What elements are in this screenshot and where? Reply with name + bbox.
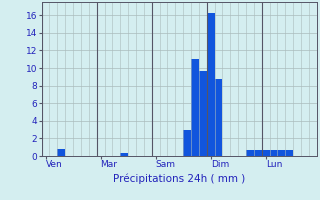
Bar [57, 149, 65, 156]
Bar [120, 153, 128, 156]
Bar [285, 150, 293, 156]
Bar [191, 59, 199, 156]
Bar [262, 150, 270, 156]
Bar [254, 150, 262, 156]
Bar [215, 79, 222, 156]
Bar [270, 150, 277, 156]
Bar [183, 130, 191, 156]
X-axis label: Précipitations 24h ( mm ): Précipitations 24h ( mm ) [113, 173, 245, 184]
Bar [246, 150, 254, 156]
Bar [199, 71, 207, 156]
Bar [207, 13, 215, 156]
Bar [277, 150, 285, 156]
